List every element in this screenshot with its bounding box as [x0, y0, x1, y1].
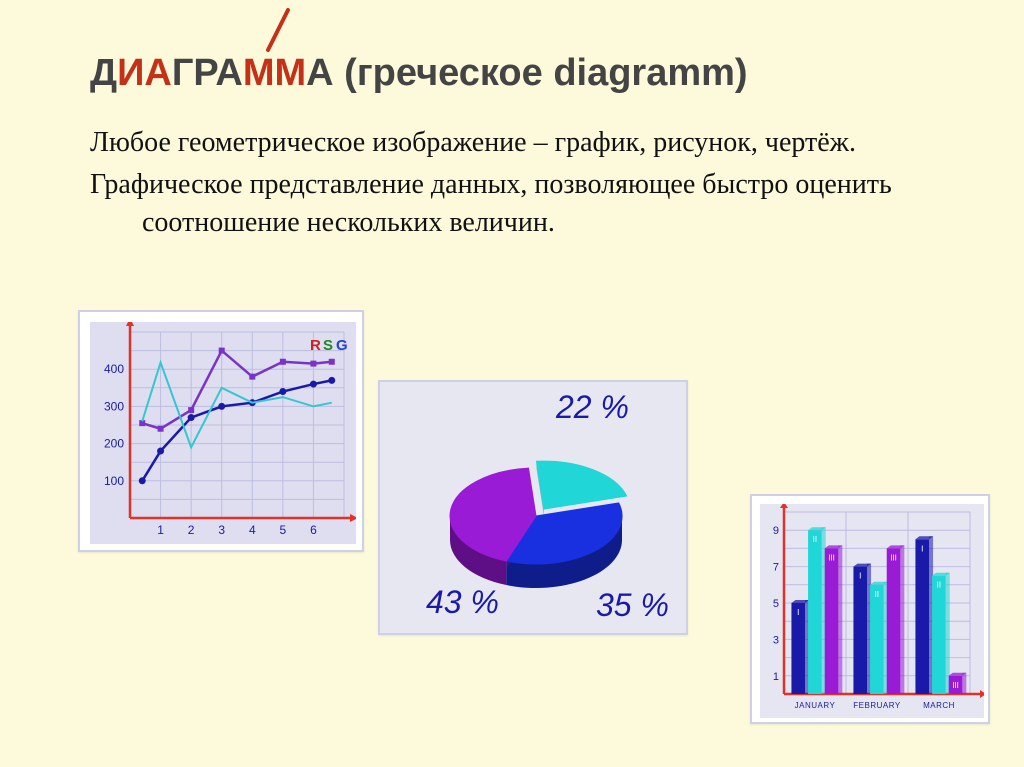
bar-chart-panel: 13579IIIIIIJANUARYIIIIIIFEBRUARYIIIIIIMA…: [750, 494, 990, 724]
svg-text:3: 3: [218, 523, 225, 537]
svg-text:2: 2: [188, 523, 195, 537]
svg-text:II: II: [813, 535, 817, 544]
title-seg-4: А: [215, 52, 242, 94]
svg-text:5: 5: [773, 598, 779, 610]
svg-text:22 %: 22 %: [555, 389, 629, 425]
pie-chart-panel: 22 % 35 % 43 %: [378, 380, 688, 635]
svg-text:S: S: [323, 337, 333, 354]
svg-text:I: I: [859, 572, 861, 581]
svg-text:III: III: [828, 553, 835, 562]
body-para-2: Графическое представление данных, позвол…: [90, 166, 1004, 242]
svg-text:400: 400: [104, 362, 124, 376]
svg-text:6: 6: [310, 523, 317, 537]
svg-text:I: I: [921, 544, 923, 553]
svg-text:III: III: [952, 681, 959, 690]
svg-text:43 %: 43 %: [426, 584, 499, 620]
title-seg-7: (греческое diagramm): [334, 52, 748, 94]
svg-text:1: 1: [157, 523, 164, 537]
svg-text:1: 1: [773, 671, 779, 683]
svg-text:II: II: [937, 581, 941, 590]
title-seg-5: ММ: [243, 52, 306, 94]
svg-text:III: III: [890, 553, 897, 562]
svg-text:5: 5: [280, 523, 287, 537]
svg-text:35 %: 35 %: [596, 587, 669, 623]
title-seg-2: А: [144, 52, 171, 94]
svg-text:200: 200: [104, 437, 124, 451]
body-para-1: Любое геометрическое изображение – графи…: [90, 124, 1004, 162]
line-chart-panel: 100 200 300 400 1 2 3 4 5 6 RSG: [78, 310, 364, 552]
title-seg-3: ГР: [172, 52, 216, 94]
svg-text:JANUARY: JANUARY: [795, 701, 836, 710]
title-seg-1: И: [117, 52, 144, 94]
svg-text:R: R: [310, 337, 321, 354]
svg-text:II: II: [875, 590, 879, 599]
svg-text:G: G: [336, 337, 348, 354]
svg-text:4: 4: [249, 523, 256, 537]
svg-text:100: 100: [104, 474, 124, 488]
title-seg-0: Д: [90, 52, 117, 94]
svg-text:300: 300: [104, 399, 124, 413]
bar-chart: 13579IIIIIIJANUARYIIIIIIFEBRUARYIIIIIIMA…: [760, 504, 984, 718]
title-seg-6: А: [306, 52, 333, 94]
pie-chart: 22 % 35 % 43 %: [386, 388, 684, 631]
accent-mark: [258, 2, 298, 52]
svg-text:7: 7: [773, 562, 779, 574]
page-title: ДИАГРАММА (греческое diagramm): [90, 52, 748, 95]
svg-text:3: 3: [773, 634, 779, 646]
svg-text:I: I: [797, 608, 799, 617]
svg-text:MARCH: MARCH: [923, 701, 955, 710]
line-chart: 100 200 300 400 1 2 3 4 5 6 RSG: [90, 322, 356, 544]
svg-text:FEBRUARY: FEBRUARY: [853, 701, 901, 710]
body-text: Любое геометрическое изображение – графи…: [90, 124, 1004, 245]
svg-text:9: 9: [773, 525, 779, 537]
